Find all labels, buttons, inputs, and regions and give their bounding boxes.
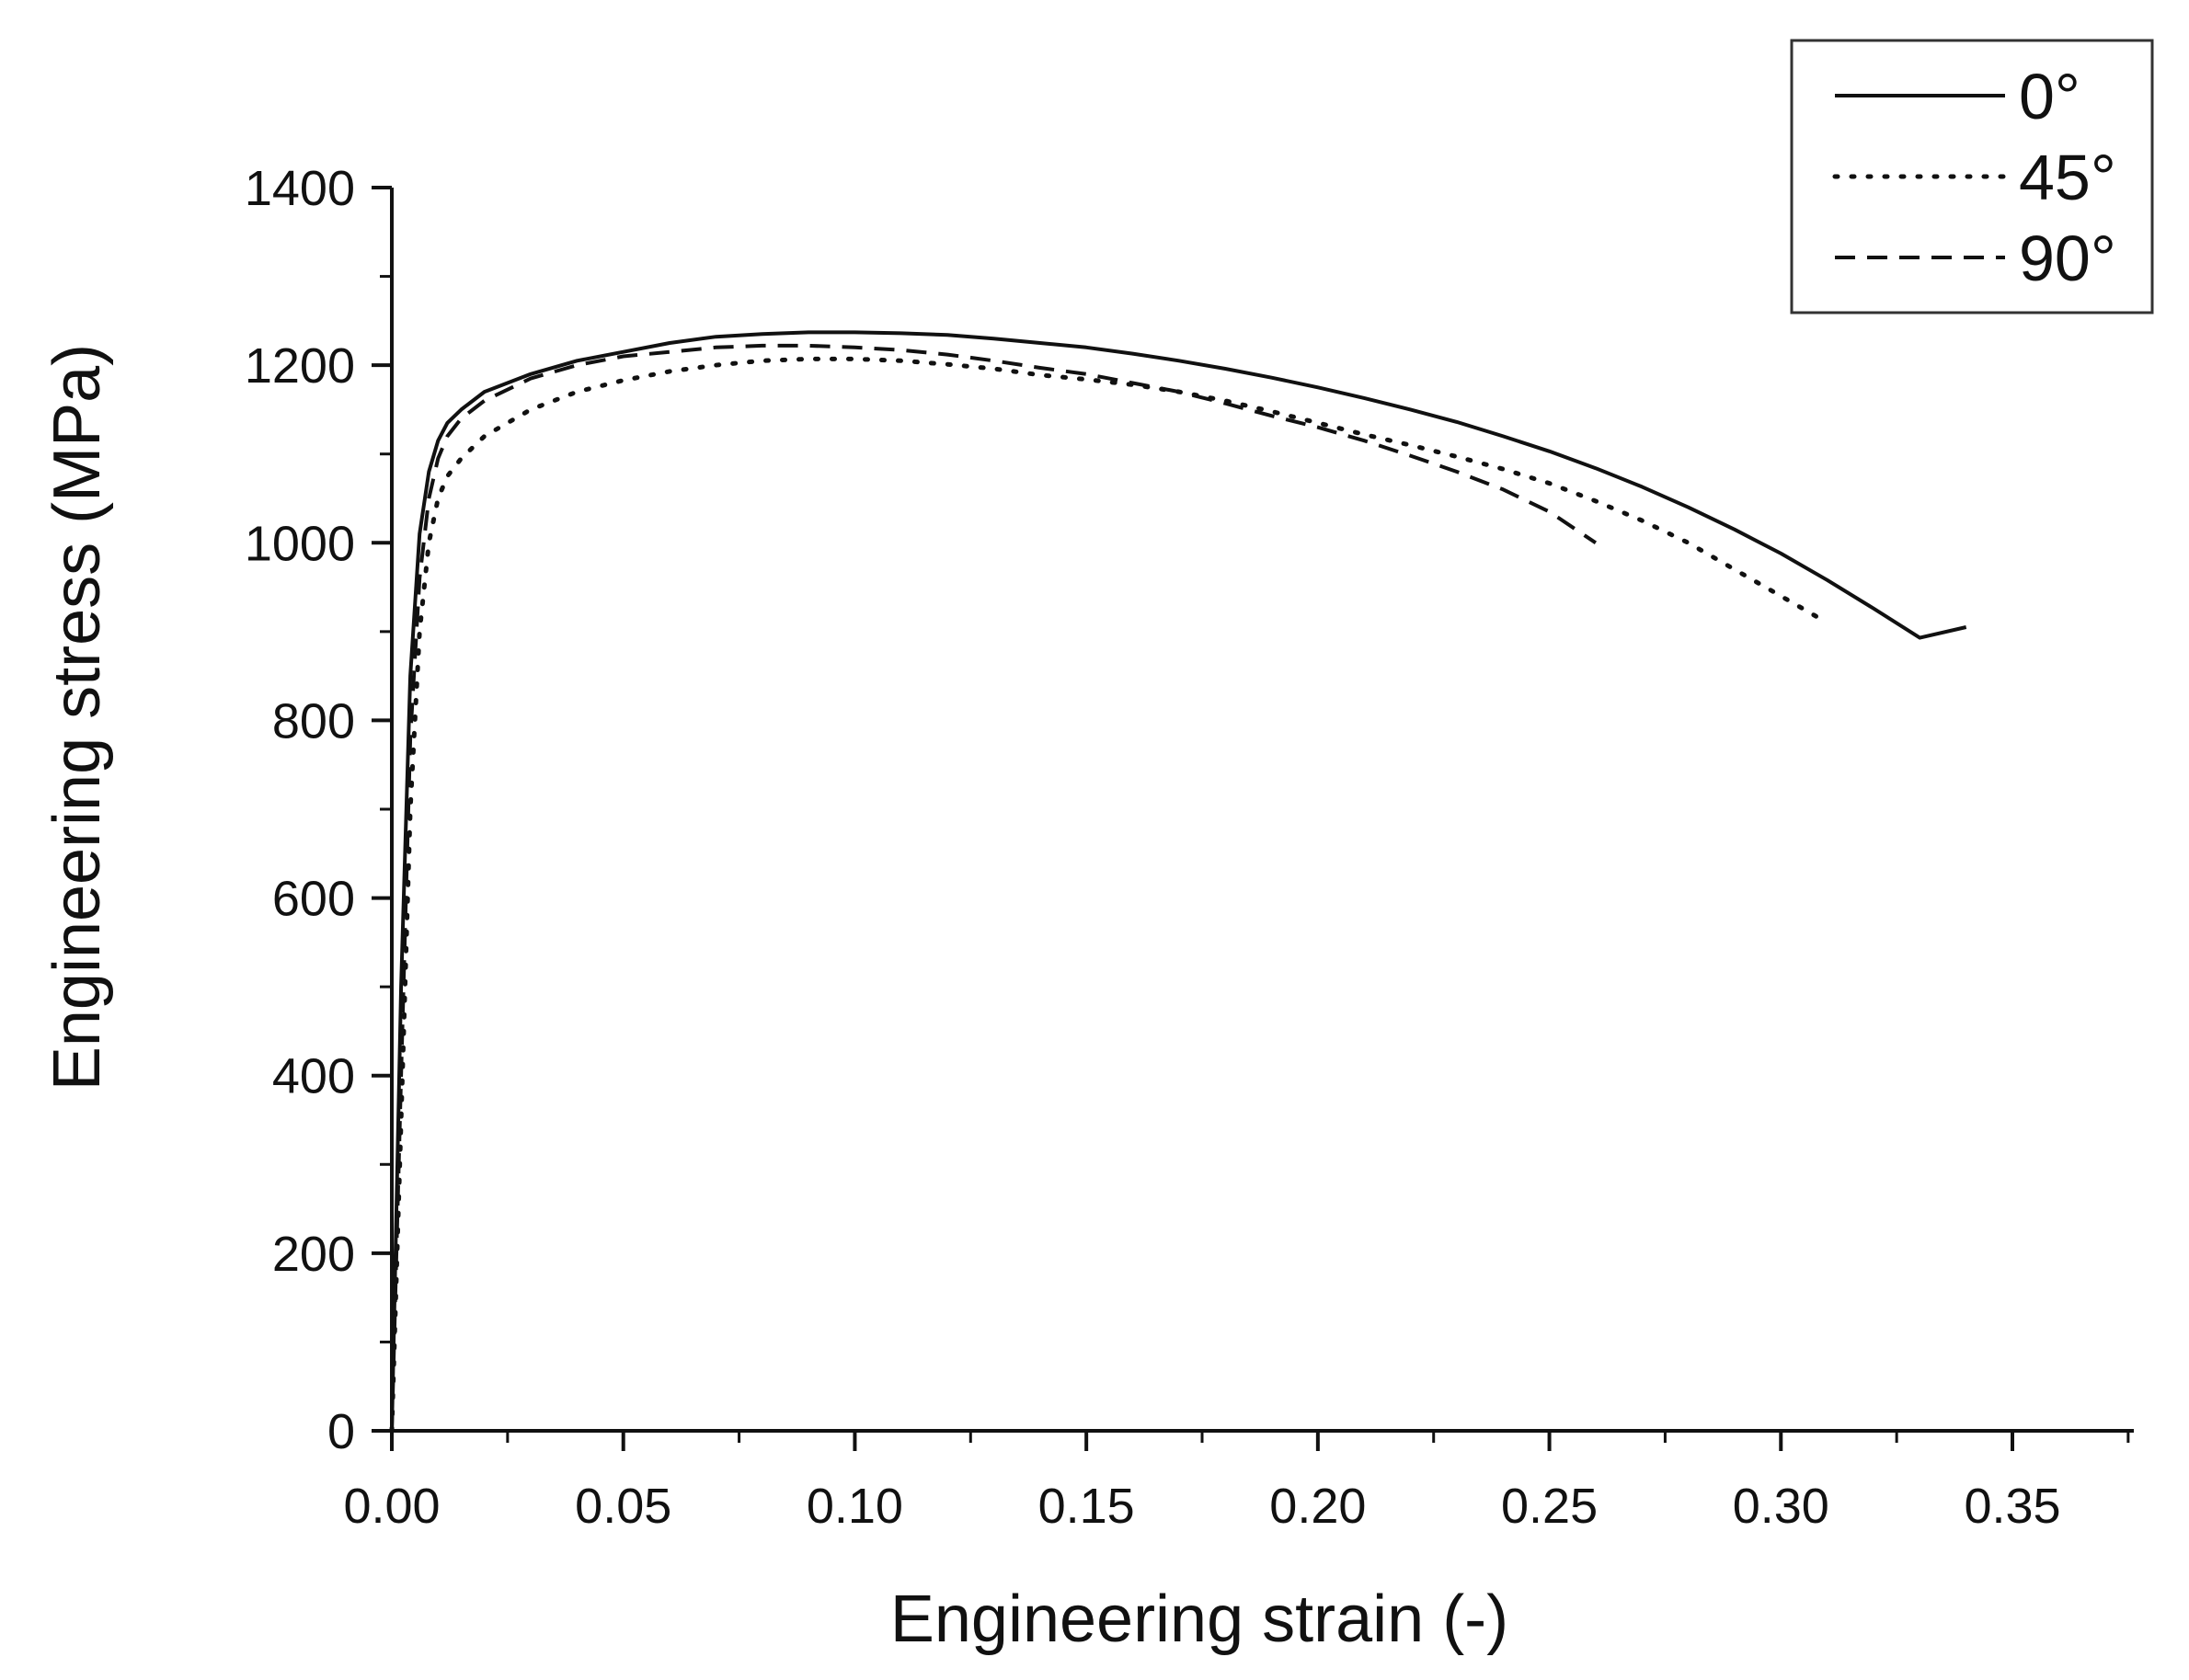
legend-label: 0° xyxy=(2019,61,2080,132)
x-tick-label: 0.05 xyxy=(575,1479,671,1534)
x-tick-label: 0.00 xyxy=(343,1479,440,1534)
series-line-solid xyxy=(390,330,1967,1432)
x-tick-label: 0.25 xyxy=(1501,1479,1598,1534)
y-tick-label: 600 xyxy=(272,872,355,927)
y-tick-label: 400 xyxy=(272,1049,355,1104)
y-tick-label: 800 xyxy=(272,693,355,749)
legend-items: 0° 45° 90° xyxy=(1832,61,2116,294)
series-line-dashed xyxy=(390,343,1598,1432)
legend: 0° 45° 90° xyxy=(1790,39,2154,314)
x-ticks: 0.00 0.05 0.10 0.15 0.20 0.25 0.30 0.35 xyxy=(343,1431,2130,1534)
x-tick-label: 0.30 xyxy=(1733,1479,1829,1534)
y-tick-label: 1000 xyxy=(245,516,355,571)
x-tick-label: 0.20 xyxy=(1269,1479,1366,1534)
x-tick-label: 0.15 xyxy=(1038,1479,1135,1534)
y-tick-label: 200 xyxy=(272,1227,355,1282)
legend-label: 45° xyxy=(2019,142,2116,213)
series-line-dotted xyxy=(389,356,1830,1434)
x-axis-title: Engineering strain (-) xyxy=(890,1583,1508,1656)
y-axis-title: Engineering stress (MPa) xyxy=(40,344,114,1091)
y-tick-label: 1400 xyxy=(245,161,355,216)
series-group xyxy=(389,330,1967,1434)
x-tick-label: 0.10 xyxy=(807,1479,903,1534)
x-tick-label: 0.35 xyxy=(1964,1479,2060,1534)
y-ticks: 0 200 400 600 800 1000 1200 1400 xyxy=(245,161,392,1459)
y-tick-label: 0 xyxy=(327,1404,355,1459)
legend-label: 90° xyxy=(2019,223,2116,294)
y-tick-label: 1200 xyxy=(245,338,355,394)
